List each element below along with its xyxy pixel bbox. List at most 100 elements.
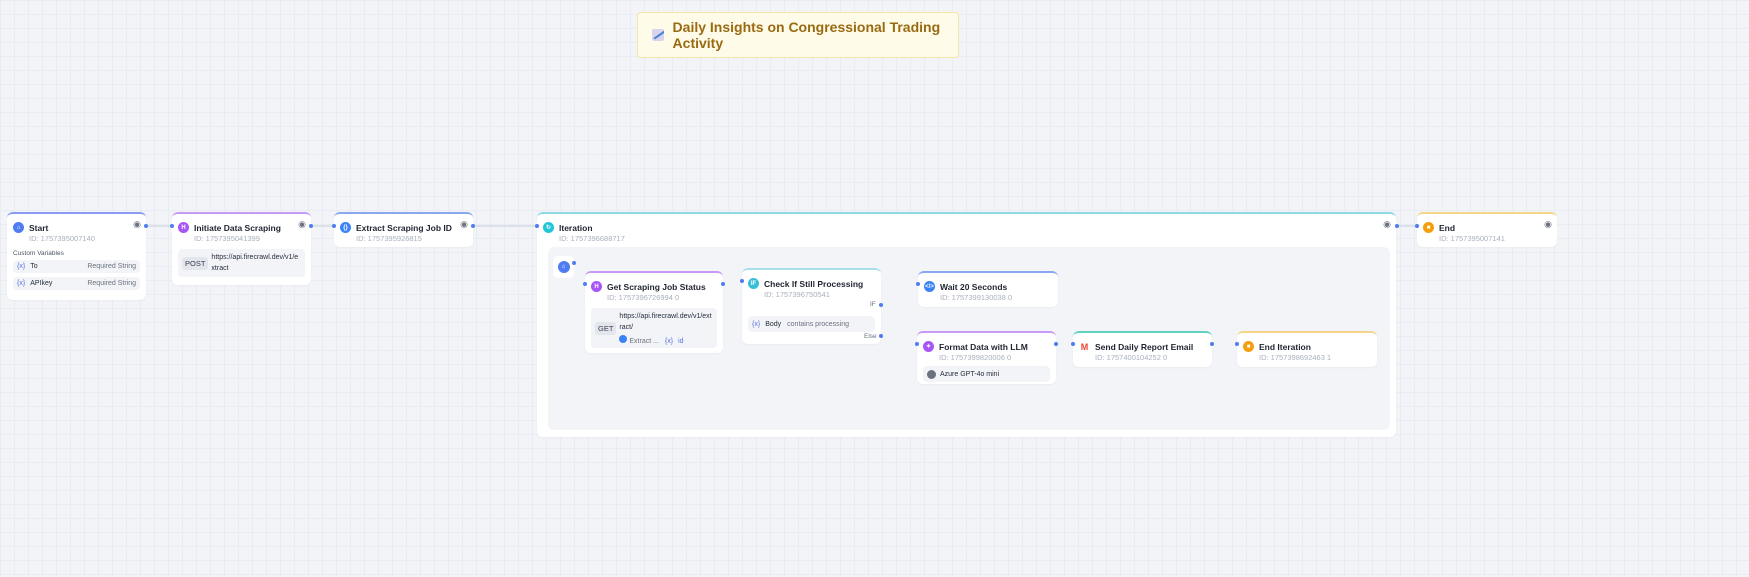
iteration-icon: ↻ [543,222,554,233]
handle[interactable] [1415,224,1419,228]
home-icon: ⌂ [13,222,24,233]
start-node[interactable]: ⌂ Start ID: 1757395007140 ◉ Custom Variab… [7,212,146,300]
extract-job-id-node[interactable]: {} Extract Scraping Job ID ID: 1757395926… [334,212,473,247]
home-icon: ⌂ [557,261,570,273]
gmail-icon: M [1079,341,1090,352]
node-title: Wait 20 Seconds [940,281,1008,292]
end-iteration-node[interactable]: ■ End Iteration ID: 1757398692463 1 [1237,331,1377,367]
variable-icon: {x} [17,280,26,287]
format-llm-node[interactable]: ✦ Format Data with LLM ID: 1757399820006 … [917,331,1056,384]
http-icon: H [178,222,189,233]
end-node[interactable]: ■ End ID: 1757395007141 ◉ [1417,212,1557,247]
else-branch-label: Else [864,333,877,340]
node-title: Format Data with LLM [939,341,1028,352]
handle[interactable] [1071,342,1075,346]
node-title: End Iteration [1259,341,1311,352]
node-id: ID: 1757395007140 [29,234,95,243]
handle[interactable] [583,282,587,286]
handle[interactable] [721,282,725,286]
handle[interactable] [879,334,883,338]
var-type: Required String [87,280,136,287]
chart-line-icon [652,29,664,41]
node-id: ID: 1757398692463 1 [1259,353,1332,362]
var-type: Required String [87,263,136,270]
var-name: To [30,263,38,270]
node-id: ID: 1757400104252 0 [1095,353,1168,362]
initiate-scraping-node[interactable]: H Initiate Data Scraping ID: 175739504139… [172,212,311,285]
llm-icon: ✦ [923,341,934,352]
note-card[interactable]: Daily Insights on Congressional Trading … [637,12,959,58]
code-icon [619,335,628,343]
url: https://api.firecrawl.dev/v1/extract/ [619,313,712,331]
eye-icon[interactable]: ◉ [133,219,141,229]
note-title: Daily Insights on Congressional Trading … [672,19,941,51]
section-label: Custom Variables [13,250,64,257]
variable-icon: {x} [664,338,674,345]
code-icon: {} [340,222,351,233]
eye-icon[interactable]: ◉ [1383,219,1391,229]
variable-icon: {x} [17,263,26,270]
node-title: Send Daily Report Email [1095,341,1194,352]
handle[interactable] [572,261,576,265]
handle[interactable] [144,224,148,228]
variable-icon: {x} [752,320,761,328]
variable-row: {x} APIkey Required String [13,277,140,290]
handle[interactable] [879,303,883,307]
handle[interactable] [1210,342,1214,346]
request-box: GET https://api.firecrawl.dev/v1/extract/… [591,308,717,348]
node-id: ID: 1757396726994 0 [607,293,680,302]
node-id: ID: 1757396688717 [559,234,625,243]
cond-var: Body [765,320,782,328]
node-title: Iteration [559,222,593,233]
iteration-start-node[interactable]: ⌂ [553,256,574,278]
ref-node: Extract ... [629,338,659,345]
handle[interactable] [915,342,919,346]
request-box: POST https://api.firecrawl.dev/v1/extract [178,249,305,277]
openai-icon [927,369,936,379]
handle[interactable] [471,224,475,228]
if-icon: IF [748,278,759,289]
eye-icon[interactable]: ◉ [460,219,468,229]
wait-node[interactable]: </> Wait 20 Seconds ID: 1757399130038 0 [918,271,1058,307]
url: https://api.firecrawl.dev/v1/extract [211,254,299,272]
handle[interactable] [916,282,920,286]
if-branch-label: IF [870,301,876,308]
node-title: End [1439,222,1456,233]
get-job-status-node[interactable]: H Get Scraping Job Status ID: 17573967269… [585,271,723,353]
model-name: Azure GPT-4o mini [940,370,1000,378]
variable-row: {x} To Required String [13,260,140,273]
node-title: Check If Still Processing [764,278,864,289]
node-title: Start [29,222,49,233]
node-id: ID: 1757395007141 [1439,234,1505,243]
node-title: Get Scraping Job Status [607,281,706,292]
cond-text: contains processing [787,320,850,328]
eye-icon[interactable]: ◉ [1544,219,1552,229]
handle[interactable] [332,224,336,228]
check-processing-node[interactable]: IF Check If Still Processing ID: 17573967… [742,268,881,344]
var-name: APIkey [30,280,53,287]
code-icon: </> [924,281,935,292]
end-icon: ■ [1243,341,1254,352]
node-id: ID: 1757396750541 [764,290,830,299]
node-title: Initiate Data Scraping [194,222,281,233]
model-row: Azure GPT-4o mini [923,366,1050,382]
send-email-node[interactable]: M Send Daily Report Email ID: 17574001042… [1073,331,1212,367]
end-icon: ■ [1423,222,1434,233]
eye-icon[interactable]: ◉ [298,219,306,229]
node-title: Extract Scraping Job ID [356,222,452,233]
ref-var: id [678,338,684,345]
handle[interactable] [1395,224,1399,228]
handle[interactable] [170,224,174,228]
node-id: ID: 1757395041399 [194,234,260,243]
handle[interactable] [1054,342,1058,346]
handle[interactable] [309,224,313,228]
handle[interactable] [535,224,539,228]
http-icon: H [591,281,602,292]
node-id: ID: 1757399820006 0 [939,353,1012,362]
method-tag: POST [182,256,209,270]
handle[interactable] [1235,342,1239,346]
method-tag: GET [595,321,617,335]
handle[interactable] [740,279,744,283]
node-id: ID: 1757399130038 0 [940,293,1013,302]
node-id: ID: 1757395926815 [356,234,422,243]
